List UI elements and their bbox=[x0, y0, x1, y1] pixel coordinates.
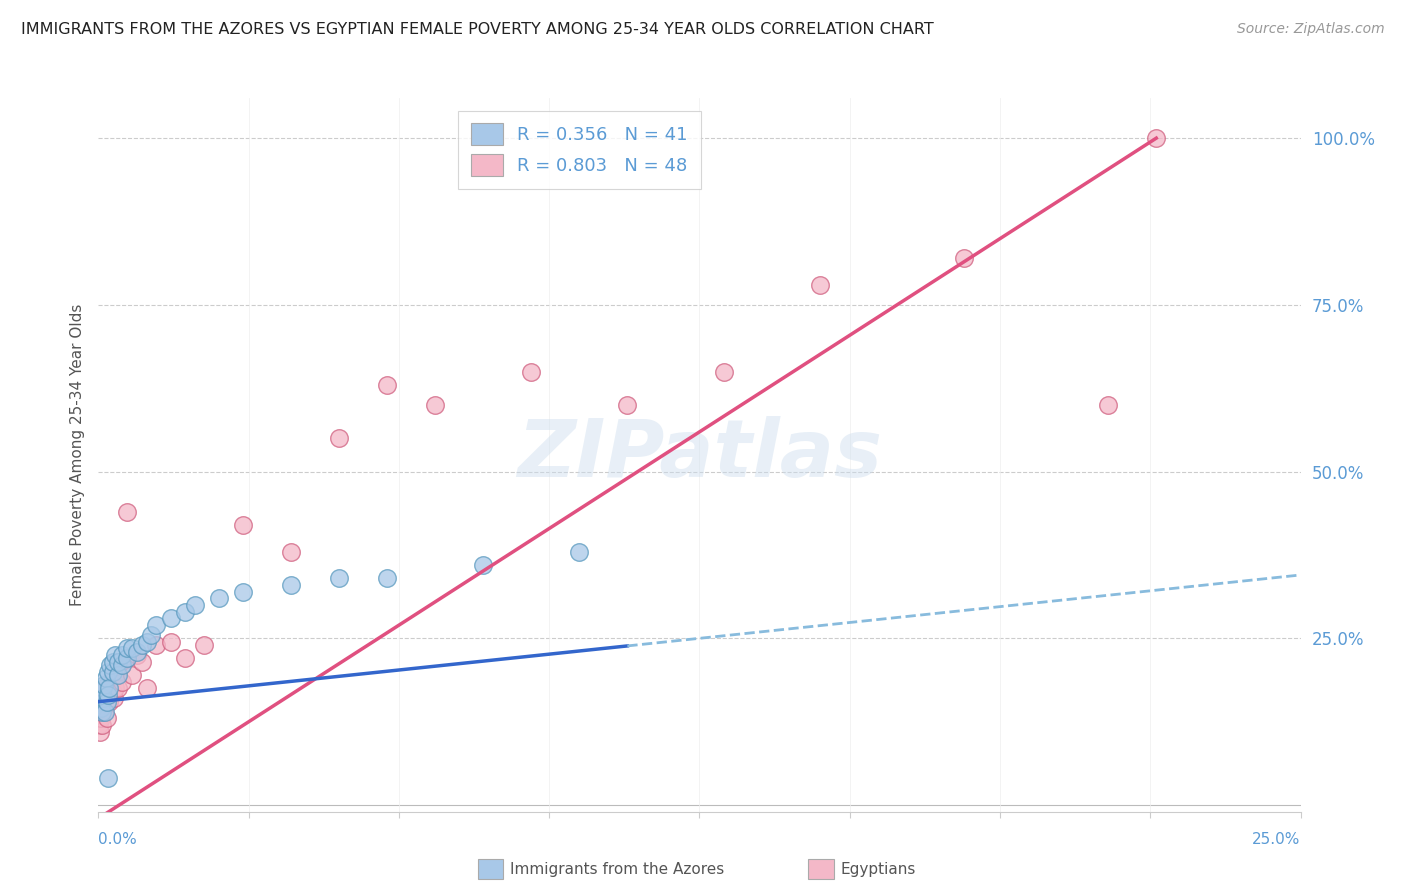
Point bbox=[520, 365, 543, 379]
Point bbox=[174, 651, 197, 665]
Point bbox=[96, 711, 118, 725]
Point bbox=[97, 678, 120, 692]
Point bbox=[94, 688, 117, 702]
Point bbox=[121, 668, 143, 682]
Point bbox=[232, 518, 254, 533]
Point bbox=[280, 544, 302, 558]
Point bbox=[91, 691, 114, 706]
Text: IMMIGRANTS FROM THE AZORES VS EGYPTIAN FEMALE POVERTY AMONG 25-34 YEAR OLDS CORR: IMMIGRANTS FROM THE AZORES VS EGYPTIAN F… bbox=[21, 22, 934, 37]
Point bbox=[104, 681, 127, 696]
Point bbox=[87, 718, 110, 732]
Point bbox=[111, 658, 134, 673]
Point bbox=[1097, 398, 1119, 412]
Point bbox=[117, 505, 139, 519]
Point bbox=[141, 628, 163, 642]
Point bbox=[111, 674, 134, 689]
Point bbox=[101, 665, 124, 679]
Point bbox=[568, 544, 591, 558]
Text: ZIPatlas: ZIPatlas bbox=[517, 416, 882, 494]
Point bbox=[111, 658, 134, 673]
Text: 25.0%: 25.0% bbox=[1253, 831, 1301, 847]
Point bbox=[94, 705, 117, 719]
Point bbox=[101, 655, 124, 669]
Point bbox=[145, 618, 167, 632]
Point bbox=[89, 701, 111, 715]
Point bbox=[145, 638, 167, 652]
Point bbox=[97, 681, 120, 696]
Point bbox=[193, 638, 215, 652]
Point bbox=[91, 718, 114, 732]
Point bbox=[98, 695, 121, 709]
Point bbox=[375, 377, 398, 392]
Point bbox=[174, 605, 197, 619]
Point bbox=[97, 665, 120, 679]
Point bbox=[93, 678, 115, 692]
Point bbox=[103, 691, 125, 706]
Point bbox=[101, 671, 124, 685]
Point bbox=[100, 674, 122, 689]
Point bbox=[90, 705, 112, 719]
Point bbox=[107, 655, 129, 669]
Point bbox=[808, 277, 831, 292]
Text: Immigrants from the Azores: Immigrants from the Azores bbox=[510, 863, 724, 877]
Text: Source: ZipAtlas.com: Source: ZipAtlas.com bbox=[1237, 22, 1385, 37]
Point bbox=[107, 665, 129, 679]
Point bbox=[89, 724, 111, 739]
Point bbox=[135, 634, 157, 648]
Point bbox=[89, 711, 111, 725]
Point bbox=[135, 681, 157, 696]
Point bbox=[713, 365, 735, 379]
Point bbox=[98, 681, 121, 696]
Point bbox=[111, 648, 134, 662]
Point bbox=[328, 431, 350, 445]
Point bbox=[208, 591, 231, 606]
Point bbox=[232, 584, 254, 599]
Point bbox=[91, 681, 114, 696]
Point bbox=[125, 645, 148, 659]
Point bbox=[125, 648, 148, 662]
Point bbox=[90, 695, 112, 709]
Text: 0.0%: 0.0% bbox=[98, 831, 138, 847]
Point bbox=[953, 251, 976, 265]
Point bbox=[101, 684, 124, 698]
Point bbox=[89, 691, 111, 706]
Point bbox=[117, 651, 139, 665]
Point bbox=[131, 638, 153, 652]
Point bbox=[104, 648, 127, 662]
Point bbox=[1144, 131, 1167, 145]
Text: Egyptians: Egyptians bbox=[841, 863, 917, 877]
Point bbox=[93, 705, 115, 719]
Point bbox=[616, 398, 638, 412]
Point bbox=[90, 711, 112, 725]
Point bbox=[94, 671, 117, 685]
Point bbox=[91, 691, 114, 706]
Point bbox=[107, 681, 129, 696]
Point bbox=[97, 772, 120, 786]
Y-axis label: Female Poverty Among 25-34 Year Olds: Female Poverty Among 25-34 Year Olds bbox=[69, 304, 84, 606]
Point bbox=[117, 641, 139, 656]
Point bbox=[328, 571, 350, 585]
Point bbox=[183, 598, 205, 612]
Point bbox=[93, 681, 115, 696]
Point bbox=[280, 578, 302, 592]
Point bbox=[97, 688, 120, 702]
Point bbox=[90, 701, 112, 715]
Point bbox=[90, 684, 112, 698]
Point bbox=[117, 651, 139, 665]
Point bbox=[100, 658, 122, 673]
Point bbox=[159, 611, 181, 625]
Point bbox=[131, 655, 153, 669]
Point bbox=[375, 571, 398, 585]
Legend: R = 0.356   N = 41, R = 0.803   N = 48: R = 0.356 N = 41, R = 0.803 N = 48 bbox=[458, 111, 700, 189]
Point bbox=[91, 705, 114, 719]
Point bbox=[107, 668, 129, 682]
Point bbox=[91, 684, 114, 698]
Point bbox=[159, 634, 181, 648]
Point bbox=[121, 641, 143, 656]
Point bbox=[96, 695, 118, 709]
Point bbox=[423, 398, 446, 412]
Point bbox=[89, 695, 111, 709]
Point bbox=[472, 558, 495, 572]
